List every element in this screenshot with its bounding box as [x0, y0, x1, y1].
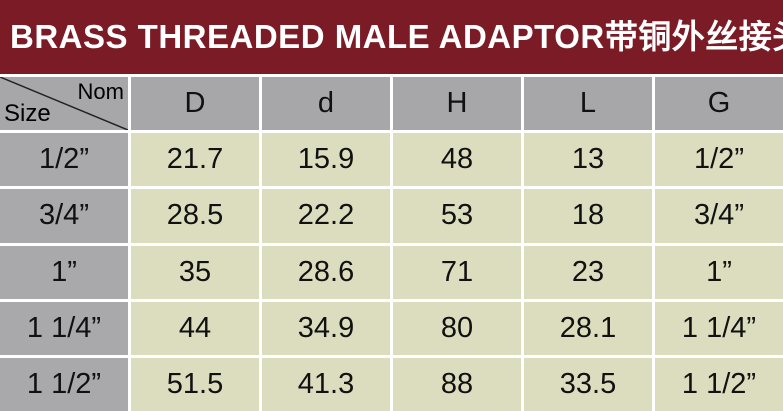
- column-header: d: [262, 77, 390, 131]
- data-cell: 80: [393, 301, 521, 355]
- data-cell: 22.2: [262, 189, 390, 243]
- corner-diagonal: [0, 77, 128, 130]
- row-header: 1”: [0, 245, 128, 299]
- row-header: 1 1/2”: [0, 357, 128, 411]
- row-header: 3/4”: [0, 189, 128, 243]
- data-cell: 51.5: [131, 357, 259, 411]
- data-cell: 33.5: [524, 357, 652, 411]
- data-cell: 1”: [655, 245, 783, 299]
- column-header: L: [524, 77, 652, 131]
- data-cell: 28.5: [131, 189, 259, 243]
- data-cell: 35: [131, 245, 259, 299]
- row-header: 1/2”: [0, 133, 128, 187]
- column-header: H: [393, 77, 521, 131]
- data-cell: 53: [393, 189, 521, 243]
- data-cell: 3/4”: [655, 189, 783, 243]
- data-cell: 71: [393, 245, 521, 299]
- data-cell: 28.1: [524, 301, 652, 355]
- title-bar: BRASS THREADED MALE ADAPTOR带铜外丝接头: [0, 0, 783, 74]
- column-header: D: [131, 77, 259, 131]
- data-cell: 44: [131, 301, 259, 355]
- data-cell: 21.7: [131, 133, 259, 187]
- data-cell: 18: [524, 189, 652, 243]
- column-header: G: [655, 77, 783, 131]
- data-cell: 34.9: [262, 301, 390, 355]
- data-cell: 15.9: [262, 133, 390, 187]
- row-header: 1 1/4”: [0, 301, 128, 355]
- data-cell: 48: [393, 133, 521, 187]
- data-cell: 28.6: [262, 245, 390, 299]
- data-cell: 41.3: [262, 357, 390, 411]
- data-cell: 23: [524, 245, 652, 299]
- data-cell: 13: [524, 133, 652, 187]
- data-cell: 1 1/2”: [655, 357, 783, 411]
- data-cell: 1 1/4”: [655, 301, 783, 355]
- corner-top: Nom: [77, 79, 124, 104]
- corner-bottom: Size: [4, 100, 51, 128]
- data-cell: 88: [393, 357, 521, 411]
- data-cell: 1/2”: [655, 133, 783, 187]
- corner-cell: Nom Size: [0, 77, 128, 131]
